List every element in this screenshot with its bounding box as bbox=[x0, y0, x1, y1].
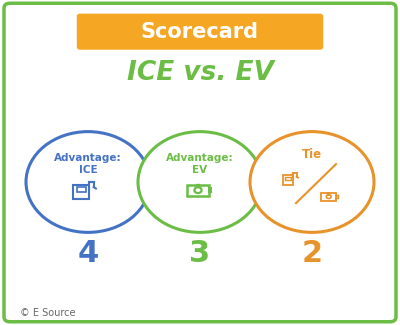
Text: EV: EV bbox=[192, 165, 208, 175]
Text: ICE: ICE bbox=[79, 165, 97, 175]
Circle shape bbox=[26, 132, 150, 232]
FancyBboxPatch shape bbox=[4, 3, 396, 322]
FancyBboxPatch shape bbox=[77, 14, 323, 50]
Text: ICE vs. EV: ICE vs. EV bbox=[126, 60, 274, 86]
Text: Advantage:: Advantage: bbox=[54, 153, 122, 162]
Text: Tie: Tie bbox=[302, 148, 322, 161]
Circle shape bbox=[250, 132, 374, 232]
Text: Scorecard: Scorecard bbox=[141, 22, 259, 42]
Circle shape bbox=[138, 132, 262, 232]
Text: © E Source: © E Source bbox=[20, 308, 76, 318]
Text: 3: 3 bbox=[190, 239, 210, 268]
Text: 4: 4 bbox=[77, 239, 99, 268]
Text: Advantage:: Advantage: bbox=[166, 153, 234, 162]
Text: 2: 2 bbox=[302, 239, 322, 268]
